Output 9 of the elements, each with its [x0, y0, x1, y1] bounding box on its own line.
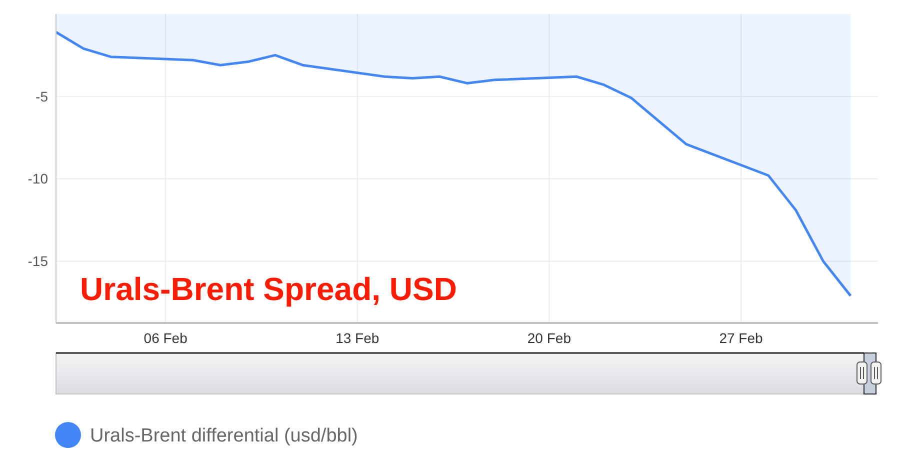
y-tick-label: -5 — [36, 88, 48, 104]
legend-label: Urals-Brent differential (usd/bbl) — [90, 426, 358, 447]
text: Urals-Brent Spread, USD — [80, 271, 457, 307]
x-tick-label: 20 Feb — [527, 330, 572, 346]
x-tick-label: 06 Feb — [144, 330, 188, 346]
y-tick-label: -10 — [28, 170, 48, 187]
y-tick-label: -15 — [28, 253, 48, 270]
x-tick-label: 13 Feb — [336, 330, 380, 346]
x-tick-label: 27 Feb — [719, 330, 764, 346]
